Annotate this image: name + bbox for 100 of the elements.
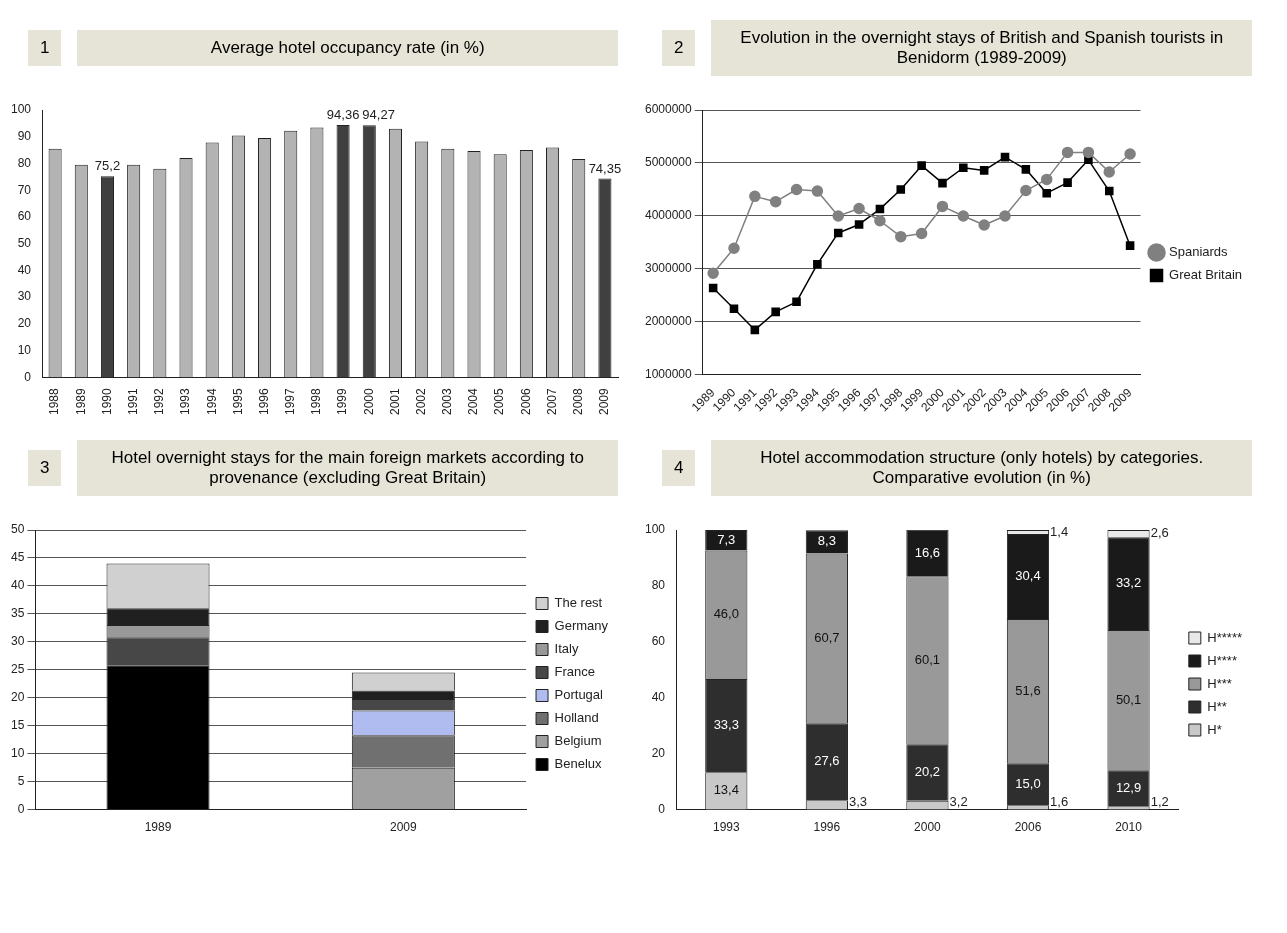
point (749, 190, 761, 203)
data-label: 60,1 (914, 651, 941, 667)
x-tick-label: 1993 (712, 820, 740, 835)
x-tick-label: 1998 (309, 387, 324, 416)
point (1104, 186, 1114, 196)
legend-label: Germany (554, 618, 609, 634)
legend-label: H* (1207, 721, 1222, 737)
y-tick-label: 5000000 (645, 155, 693, 170)
point (1082, 146, 1095, 159)
legend-label: H** (1207, 698, 1227, 714)
x-tick-label: 2003 (440, 387, 455, 416)
legend-label: Holland (554, 710, 599, 726)
y-tick-label: 0 (24, 369, 32, 384)
x-tick-label: 1994 (204, 387, 219, 416)
y-tick-label: 80 (17, 155, 32, 170)
data-label: 60,7 (814, 629, 840, 645)
text: 4 (662, 450, 696, 486)
legend-label: Great Britain (1169, 267, 1243, 283)
y-tick-label: 20 (17, 316, 32, 331)
y-tick-label: 40 (17, 262, 32, 277)
point (874, 215, 886, 227)
text: 1 (28, 30, 62, 66)
point (854, 220, 864, 229)
x-tick-label: 2008 (571, 387, 586, 416)
data-label: 27,6 (814, 753, 840, 769)
y-tick-label: 100 (10, 102, 32, 117)
x-tick-label: 1990 (99, 387, 114, 416)
legend-label: Belgium (554, 733, 602, 749)
x-tick-label: 1991 (125, 387, 140, 416)
x-tick-label: 2009 (390, 820, 418, 835)
y-tick-label: 6000000 (645, 102, 693, 117)
point (813, 259, 822, 269)
x-tick-label: 1988 (47, 387, 62, 416)
x-tick-label: 2002 (413, 387, 428, 416)
y-tick-label: 35 (10, 606, 25, 621)
point (1042, 188, 1051, 198)
legend-label: Portugal (554, 687, 604, 703)
point (771, 307, 780, 317)
y-tick-label: 60 (651, 634, 666, 649)
y-tick-label: 50 (17, 235, 32, 250)
point (1124, 148, 1136, 160)
point (1020, 184, 1032, 197)
y-tick-label: 80 (651, 578, 666, 593)
point (853, 202, 865, 215)
legend-label: The rest (554, 595, 603, 611)
point (999, 210, 1011, 222)
y-tick-label: 4000000 (645, 208, 693, 223)
x-tick-label: 2010 (1115, 820, 1143, 835)
y-tick-label: 10 (10, 745, 25, 760)
data-label: 12,9 (1115, 779, 1142, 795)
text: 2 (662, 30, 696, 66)
x-tick-label: 1995 (230, 387, 245, 416)
x-tick-label: 2000 (361, 387, 376, 416)
data-label: 1,2 (1150, 794, 1169, 810)
point (957, 210, 970, 222)
data-label: 13,4 (713, 782, 739, 798)
point (1063, 178, 1072, 187)
y-tick-label: 100 (644, 522, 666, 537)
y-tick-label: 70 (17, 182, 32, 197)
point (938, 178, 947, 188)
y-tick-label: 3000000 (645, 261, 693, 276)
data-label: 20,2 (914, 763, 941, 779)
data-label: 3,2 (949, 794, 968, 810)
x-tick-label: 2007 (544, 387, 559, 416)
x-tick-label: 2001 (387, 387, 402, 416)
x-tick-label: 2006 (1014, 820, 1042, 835)
legend-label: H***** (1207, 629, 1242, 645)
point (915, 227, 928, 240)
legend-label: H**** (1207, 652, 1237, 668)
point (750, 325, 760, 335)
y-tick-label: 90 (17, 129, 32, 144)
point (1125, 241, 1135, 250)
y-tick-label: 1000000 (645, 367, 693, 382)
point (1103, 166, 1116, 178)
y-tick-label: 5 (17, 773, 25, 788)
point (790, 183, 803, 196)
data-label: 94,36 (326, 107, 360, 123)
data-label: 1,6 (1050, 794, 1069, 810)
y-tick-label: 2000000 (645, 314, 693, 329)
point (707, 267, 719, 279)
point (832, 210, 844, 222)
y-tick-label: 10 (17, 342, 32, 357)
x-tick-label: 1993 (178, 387, 193, 416)
x-tick-label: 1999 (335, 387, 350, 416)
y-tick-label: 0 (658, 801, 666, 816)
point (792, 297, 801, 307)
data-label: 30,4 (1015, 567, 1041, 583)
chart-title: Average hotel occupancy rate (in %) (77, 30, 618, 66)
point (833, 228, 843, 238)
point (1061, 146, 1074, 159)
data-label: 75,2 (94, 158, 121, 174)
data-label: 74,35 (588, 160, 622, 176)
x-tick-label: 1989 (73, 387, 88, 416)
y-tick-label: 30 (10, 634, 25, 649)
point (875, 204, 885, 214)
point (896, 185, 906, 194)
point (979, 166, 989, 175)
point (917, 161, 926, 170)
point (811, 185, 824, 197)
y-tick-label: 30 (17, 289, 32, 304)
